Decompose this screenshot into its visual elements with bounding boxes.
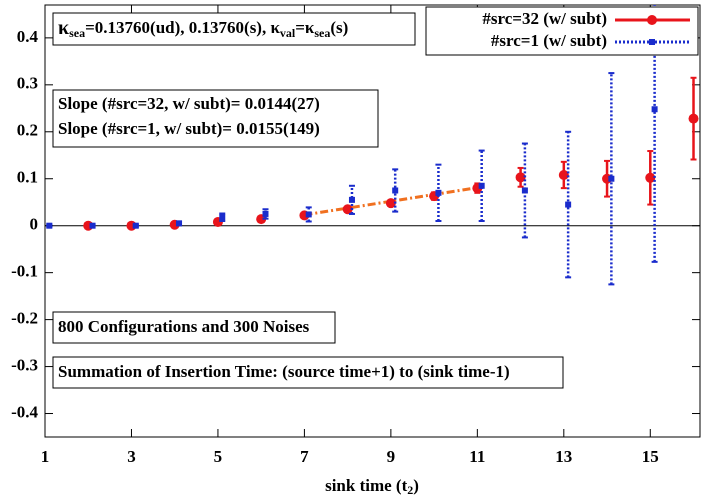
marker: [608, 175, 615, 182]
marker: [89, 222, 96, 229]
marker: [132, 222, 139, 229]
marker: [515, 172, 526, 183]
marker: [565, 201, 572, 208]
slope-box: [52, 89, 379, 148]
marker: [385, 198, 396, 209]
marker: [645, 172, 656, 183]
legend-box: [425, 6, 699, 56]
x-tick-label: 7: [300, 447, 309, 466]
marker: [342, 204, 353, 215]
kappa-label-part: sea: [314, 26, 330, 40]
marker: [348, 196, 355, 203]
marker: [558, 169, 569, 180]
marker: [478, 182, 485, 189]
plot-frame: [44, 4, 701, 438]
kappa-label-part: =κ: [295, 18, 315, 37]
x-axis-label-part: ): [413, 476, 419, 495]
summation-label: Summation of Insertion Time: (source tim…: [58, 362, 510, 381]
x-axis-label-part: 2: [407, 483, 413, 497]
x-tick-label: 13: [555, 447, 572, 466]
x-tick-label: 3: [127, 447, 136, 466]
x-tick-label: 15: [642, 447, 659, 466]
kappa-box: [52, 12, 416, 46]
y-tick-label: -0.4: [11, 402, 38, 421]
marker: [46, 222, 53, 229]
legend-label: #src=32 (w/ subt): [482, 9, 607, 28]
y-tick-label: 0.2: [17, 121, 38, 140]
marker: [305, 211, 312, 218]
y-tick-label: -0.2: [11, 309, 38, 328]
data-layer: [46, 5, 699, 286]
summation-box: [52, 356, 564, 389]
kappa-label: κsea=0.13760(ud), 0.13760(s), κval=κsea(…: [58, 17, 348, 40]
marker: [688, 113, 699, 124]
config-box: [52, 311, 336, 344]
legend-marker: [649, 39, 655, 45]
y-tick-label: 0.3: [17, 74, 38, 93]
y-tick-label: 0: [30, 215, 39, 234]
y-tick-label: 0.4: [17, 27, 39, 46]
slope-label: Slope (#src=32, w/ subt)= 0.0144(27): [58, 94, 320, 113]
marker: [651, 106, 658, 113]
x-tick-label: 5: [214, 447, 223, 466]
kappa-label-part: (s): [330, 18, 348, 37]
y-tick-label: -0.1: [11, 262, 38, 281]
marker: [219, 214, 226, 221]
x-axis-label-part: sink time (t: [325, 476, 408, 495]
config-label: 800 Configurations and 300 Noises: [58, 317, 310, 336]
kappa-label-part: κ: [58, 17, 69, 39]
marker: [435, 189, 442, 196]
legend-label: #src=1 (w/ subt): [491, 31, 607, 50]
marker: [176, 220, 183, 227]
x-tick-label: 11: [469, 447, 485, 466]
kappa-label-part: =0.13760(ud), 0.13760(s), κ: [85, 18, 280, 37]
slope-label: Slope (#src=1, w/ subt)= 0.0155(149): [58, 119, 320, 138]
x-axis-label: sink time (t2): [325, 476, 419, 497]
marker: [392, 187, 399, 194]
x-tick-label: 1: [41, 447, 50, 466]
marker: [262, 210, 269, 217]
kappa-label-part: val: [280, 26, 296, 40]
y-tick-label: -0.3: [11, 355, 38, 374]
marker: [521, 187, 528, 194]
y-tick-label: 0.1: [17, 168, 38, 187]
legend-marker: [647, 15, 657, 25]
x-tick-label: 9: [387, 447, 396, 466]
kappa-label-part: sea: [69, 26, 85, 40]
